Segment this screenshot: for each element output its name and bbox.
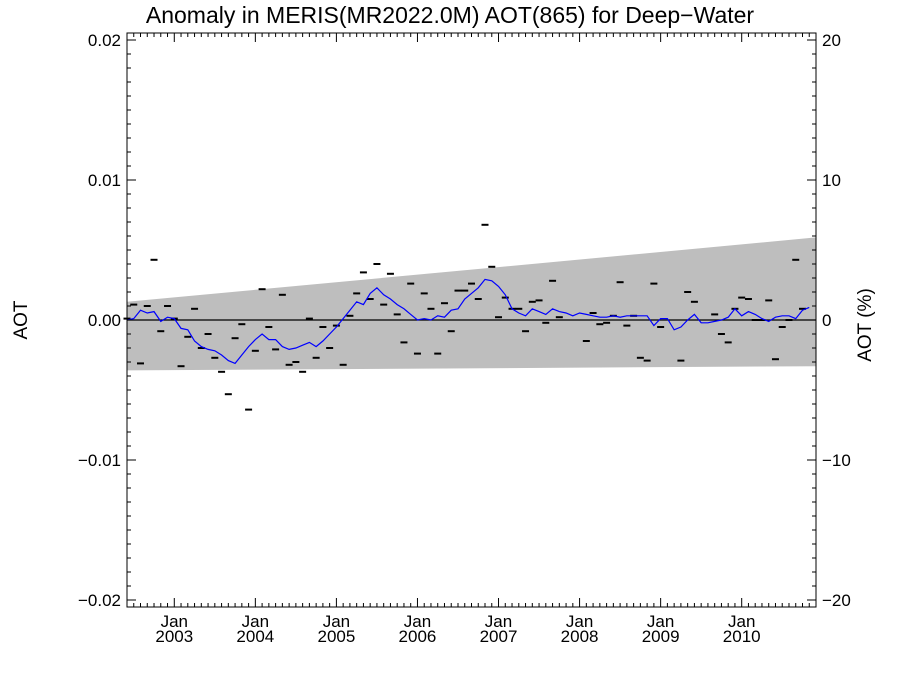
y-tick-label-left: −0.01: [78, 451, 121, 470]
y-tick-label-right: 10: [822, 171, 841, 190]
x-tick-label-year: 2008: [561, 627, 599, 646]
y-tick-label-right: 20: [822, 31, 841, 50]
x-tick-label-year: 2007: [480, 627, 518, 646]
y-tick-label-left: 0.02: [88, 31, 121, 50]
uncertainty-band: [127, 237, 816, 371]
running-mean-line: [126, 278, 810, 365]
running-mean-layer: [126, 278, 810, 365]
x-tick-label-year: 2006: [399, 627, 437, 646]
x-tick-label-month: Jan: [242, 612, 269, 631]
x-tick-label-month: Jan: [566, 612, 593, 631]
x-tick-label-month: Jan: [485, 612, 512, 631]
axes-layer: Jan2003Jan2004Jan2005Jan2006Jan2007Jan20…: [78, 31, 851, 646]
y-tick-label-left: −0.02: [78, 591, 121, 610]
y-tick-label-left: 0.01: [88, 171, 121, 190]
uncertainty-band-layer: [127, 237, 816, 371]
y-tick-label-right: 0: [822, 311, 831, 330]
x-tick-label-month: Jan: [161, 612, 188, 631]
y-tick-label-right: −20: [822, 591, 851, 610]
y-tick-label-left: 0.00: [88, 311, 121, 330]
y-tick-label-right: −10: [822, 451, 851, 470]
x-tick-label-year: 2009: [642, 627, 680, 646]
x-tick-label-year: 2003: [155, 627, 193, 646]
x-tick-label-year: 2005: [317, 627, 355, 646]
chart-title: Anomaly in MERIS(MR2022.0M) AOT(865) for…: [145, 2, 755, 28]
x-tick-label-year: 2010: [723, 627, 761, 646]
x-tick-label-month: Jan: [647, 612, 674, 631]
x-tick-label-month: Jan: [728, 612, 755, 631]
x-tick-label-month: Jan: [404, 612, 431, 631]
x-tick-label-month: Jan: [323, 612, 350, 631]
x-tick-label-year: 2004: [236, 627, 274, 646]
